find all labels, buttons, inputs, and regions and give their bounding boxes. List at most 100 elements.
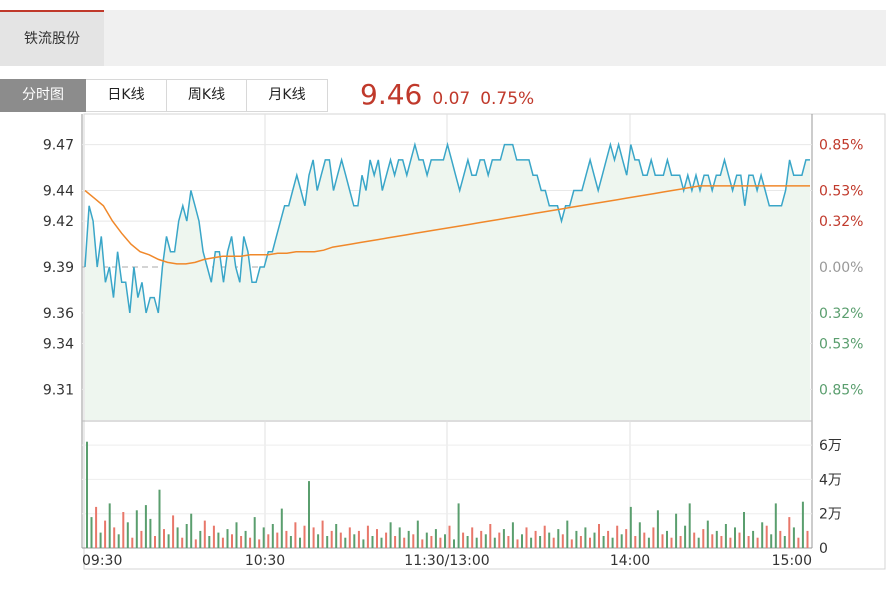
volume-bar xyxy=(317,534,320,548)
price-change: 0.07 xyxy=(432,89,471,109)
volume-bar xyxy=(176,527,179,548)
volume-bar xyxy=(616,525,619,548)
volume-bar xyxy=(221,537,224,548)
volume-tick: 0 xyxy=(819,541,828,557)
tab-monthly-k[interactable]: 月K线 xyxy=(247,79,328,112)
volume-bar xyxy=(511,522,514,548)
volume-bar xyxy=(416,520,419,548)
volume-bar xyxy=(144,505,147,548)
volume-bar xyxy=(321,520,324,548)
volume-bar xyxy=(108,503,111,548)
volume-bar xyxy=(407,530,410,548)
volume-bar xyxy=(534,530,537,548)
volume-bar xyxy=(661,534,664,548)
volume-bar xyxy=(403,537,406,548)
stock-name-tab[interactable]: 铁流股份 xyxy=(0,10,104,66)
volume-bar xyxy=(371,536,374,548)
y-tick-left: 9.44 xyxy=(43,184,74,200)
volume-bar xyxy=(489,524,492,548)
volume-bar xyxy=(439,537,442,548)
x-tick: 11:30/13:00 xyxy=(404,553,489,569)
volume-bar xyxy=(226,529,229,548)
volume-bar xyxy=(117,534,120,548)
volume-bar xyxy=(498,532,501,548)
y-tick-left: 9.36 xyxy=(43,306,74,322)
volume-bar xyxy=(312,527,315,548)
volume-bar xyxy=(389,522,392,548)
tab-intraday[interactable]: 分时图 xyxy=(0,79,86,112)
y-tick-left: 9.34 xyxy=(43,337,74,353)
y-tick-right: 0.85% xyxy=(819,382,863,398)
volume-bar xyxy=(711,534,714,548)
volume-bar xyxy=(480,530,483,548)
volume-bar xyxy=(385,532,388,548)
volume-bar xyxy=(308,481,310,548)
y-tick-right: 0.32% xyxy=(819,306,863,322)
volume-bar xyxy=(412,534,415,548)
volume-bar xyxy=(702,529,705,548)
volume-bar xyxy=(756,537,759,548)
volume-bar xyxy=(163,529,165,548)
volume-bar xyxy=(770,534,773,548)
volume-bar xyxy=(788,517,791,548)
price-area xyxy=(85,144,810,420)
volume-bar xyxy=(643,532,646,548)
volume-bar xyxy=(348,527,351,548)
tab-daily-k[interactable]: 日K线 xyxy=(86,79,167,112)
volume-bar xyxy=(380,537,383,548)
volume-bar xyxy=(366,525,369,548)
volume-bar xyxy=(294,522,297,548)
volume-bar xyxy=(557,529,560,548)
volume-bar xyxy=(240,536,243,548)
volume-bar xyxy=(747,536,750,548)
volume-bar xyxy=(566,520,569,548)
x-tick: 09:30 xyxy=(82,553,122,569)
volume-bar xyxy=(212,525,215,548)
y-tick-right: 0.85% xyxy=(819,138,863,154)
volume-bar xyxy=(131,537,134,548)
tab-weekly-k[interactable]: 周K线 xyxy=(167,79,247,112)
volume-bar xyxy=(285,530,288,548)
volume-bar xyxy=(620,534,623,548)
volume-bar xyxy=(303,525,306,548)
volume-bar xyxy=(158,489,161,548)
volume-bar xyxy=(806,530,809,548)
volume-bar xyxy=(326,536,329,548)
avg-line xyxy=(84,185,810,265)
chart-frame xyxy=(83,113,886,570)
volume-tick: 6万 xyxy=(819,438,842,454)
volume-bar xyxy=(715,530,718,548)
x-tick: 10:30 xyxy=(245,553,285,569)
volume-bar xyxy=(253,517,256,548)
volume-bar xyxy=(656,510,659,548)
volume-tick: 2万 xyxy=(819,507,842,523)
volume-bar xyxy=(525,527,528,548)
y-tick-left: 9.47 xyxy=(43,138,74,154)
volume-bar xyxy=(448,525,451,548)
volume-bar xyxy=(720,536,723,548)
volume-bar xyxy=(516,539,519,548)
volume-bar xyxy=(434,529,437,548)
volume-bar xyxy=(779,530,782,548)
volume-bar xyxy=(484,534,487,548)
volume-bar xyxy=(376,529,378,548)
volume-bar xyxy=(752,530,755,548)
volume-bar xyxy=(570,539,573,548)
volume-bar xyxy=(647,537,650,548)
volume-bar xyxy=(235,522,238,548)
top-bar xyxy=(0,10,886,66)
volume-bar xyxy=(126,522,129,548)
volume-bar xyxy=(457,503,460,548)
volume-bar xyxy=(611,537,614,548)
quote: 9.46 0.07 0.75% xyxy=(360,78,534,114)
y-tick-right: 0.53% xyxy=(819,337,863,353)
volume-bar xyxy=(666,530,668,548)
volume-bar xyxy=(425,532,428,548)
volume-bar xyxy=(724,524,727,548)
volume-bar xyxy=(530,537,533,548)
volume-bar xyxy=(598,524,600,548)
price-line xyxy=(84,141,810,314)
volume-bar xyxy=(792,527,795,548)
volume-bar xyxy=(584,527,587,548)
volume-bar xyxy=(149,518,152,548)
